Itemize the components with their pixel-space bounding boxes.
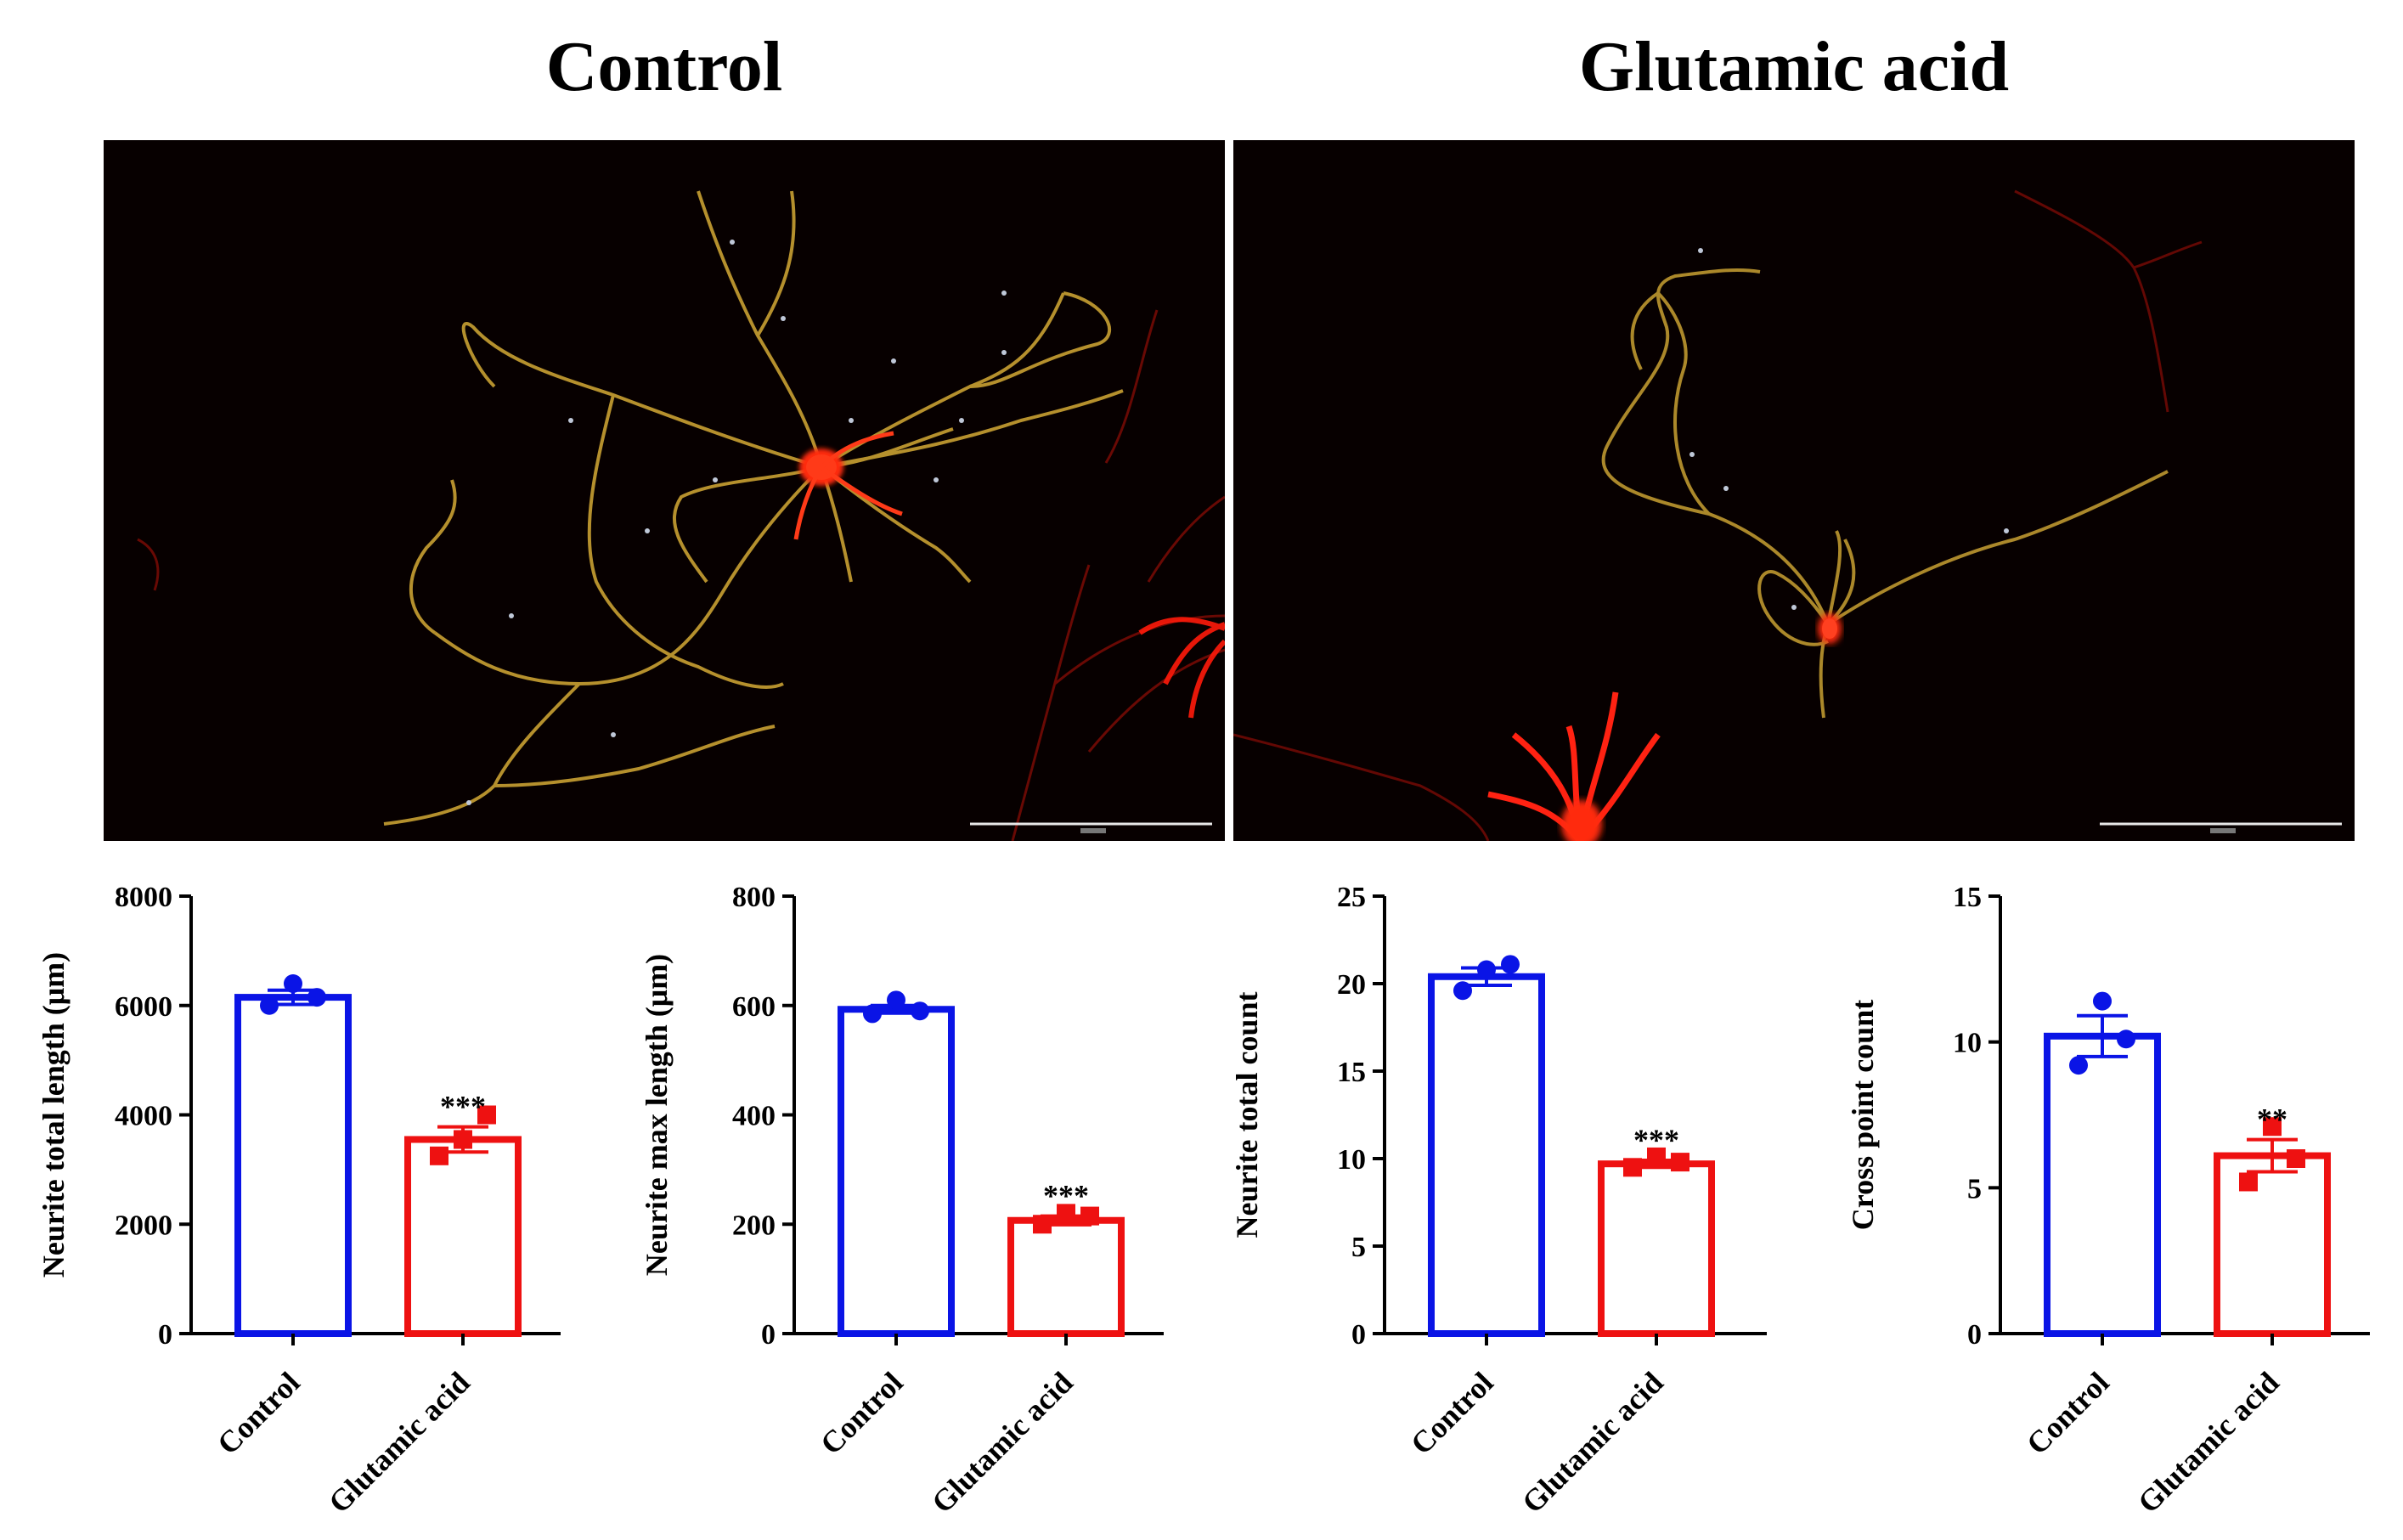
chart-neurite-total-count: 0 5 10 15 20 25 Neurite total count Control *** G…: [1206, 871, 1801, 1533]
y-axis-label: Neurite max length (μm): [640, 954, 674, 1276]
y-tick-label: 0: [1967, 1319, 1982, 1351]
data-point: [2239, 1172, 2258, 1192]
y-tick-label: 15: [1953, 882, 1982, 913]
y-axis-label: Neurite total length (μm): [37, 952, 71, 1278]
x-tick-label: Glutamic acid: [322, 1365, 477, 1520]
bar: [1428, 973, 1545, 1337]
y-tick-label: 600: [732, 991, 776, 1023]
y-tick-label: 400: [732, 1101, 776, 1132]
x-tick-label: Control: [2020, 1365, 2116, 1461]
significance-label: ***: [1043, 1179, 1089, 1213]
chart-neurite-max-length: 0 200 400 600 800 Neurite max length (μm) Cont…: [603, 871, 1198, 1533]
y-axis-label: Cross point count: [1846, 1000, 1880, 1230]
y-tick-label: 20: [1337, 969, 1366, 1001]
x-tick-label: Control: [211, 1365, 307, 1461]
y-tick-label: 200: [732, 1210, 776, 1241]
y-tick-label: 8000: [115, 882, 172, 913]
bar: [1598, 1160, 1715, 1337]
panel-title-control: Control: [545, 27, 783, 106]
data-point: [477, 1105, 496, 1125]
data-point: [1057, 1204, 1075, 1223]
bar: [234, 994, 352, 1337]
data-point: [1080, 1206, 1099, 1226]
data-point: [1501, 955, 1520, 974]
bar: [1007, 1216, 1125, 1337]
x-tick-label: Control: [1404, 1365, 1500, 1461]
bar: [838, 1006, 955, 1337]
data-point: [260, 996, 279, 1015]
data-point: [2263, 1117, 2282, 1137]
x-tick-label: Glutamic acid: [1515, 1365, 1670, 1520]
data-point: [2287, 1149, 2305, 1168]
y-tick-label: 10: [1337, 1144, 1366, 1176]
y-tick-label: 0: [761, 1319, 776, 1351]
data-point: [1033, 1215, 1052, 1234]
y-tick-label: 0: [1351, 1319, 1366, 1351]
data-point: [2117, 1029, 2135, 1049]
data-point: [1647, 1147, 1666, 1166]
data-point: [1453, 981, 1472, 1001]
panel-title-glutamic: Glutamic acid: [1578, 27, 2010, 106]
significance-label: ***: [1633, 1123, 1679, 1157]
bar: [2214, 1152, 2331, 1338]
y-tick-label: 10: [1953, 1028, 1982, 1059]
data-point: [430, 1146, 448, 1165]
significance-label: ***: [440, 1090, 486, 1124]
micrograph-control: [104, 140, 1225, 841]
y-tick-label: 15: [1337, 1057, 1366, 1088]
y-tick-label: 5: [1351, 1232, 1366, 1263]
x-tick-label: Control: [814, 1365, 910, 1461]
x-tick-label: Glutamic acid: [2131, 1365, 2286, 1520]
chart-neurite-total-length: 0 2000 4000 6000 8000 Neurite total length (μ…: [0, 871, 595, 1533]
bar: [404, 1136, 522, 1337]
data-point: [2069, 1056, 2088, 1075]
data-point: [2093, 991, 2112, 1011]
data-point: [1477, 960, 1496, 979]
data-point: [1671, 1153, 1689, 1172]
y-tick-label: 0: [158, 1319, 172, 1351]
y-tick-label: 6000: [115, 991, 172, 1023]
bar: [2044, 1032, 2161, 1338]
data-point: [1623, 1158, 1642, 1177]
y-axis-label: Neurite total count: [1230, 992, 1264, 1238]
micrograph-glutamic: [1233, 140, 2355, 841]
data-point: [307, 988, 326, 1007]
y-tick-label: 5: [1967, 1173, 1982, 1204]
significance-label: **: [2257, 1103, 2287, 1137]
data-point: [887, 990, 905, 1010]
y-tick-label: 25: [1337, 882, 1366, 913]
y-tick-label: 2000: [115, 1210, 172, 1241]
data-point: [863, 1004, 882, 1024]
chart-cross-point-count: 0 5 10 15 Cross point count Control ** Glutamic…: [1809, 871, 2403, 1533]
y-tick-label: 4000: [115, 1101, 172, 1132]
data-point: [454, 1130, 472, 1149]
data-point: [284, 974, 302, 993]
y-tick-label: 800: [732, 882, 776, 913]
x-tick-label: Glutamic acid: [925, 1365, 1080, 1520]
data-point: [911, 1001, 929, 1021]
